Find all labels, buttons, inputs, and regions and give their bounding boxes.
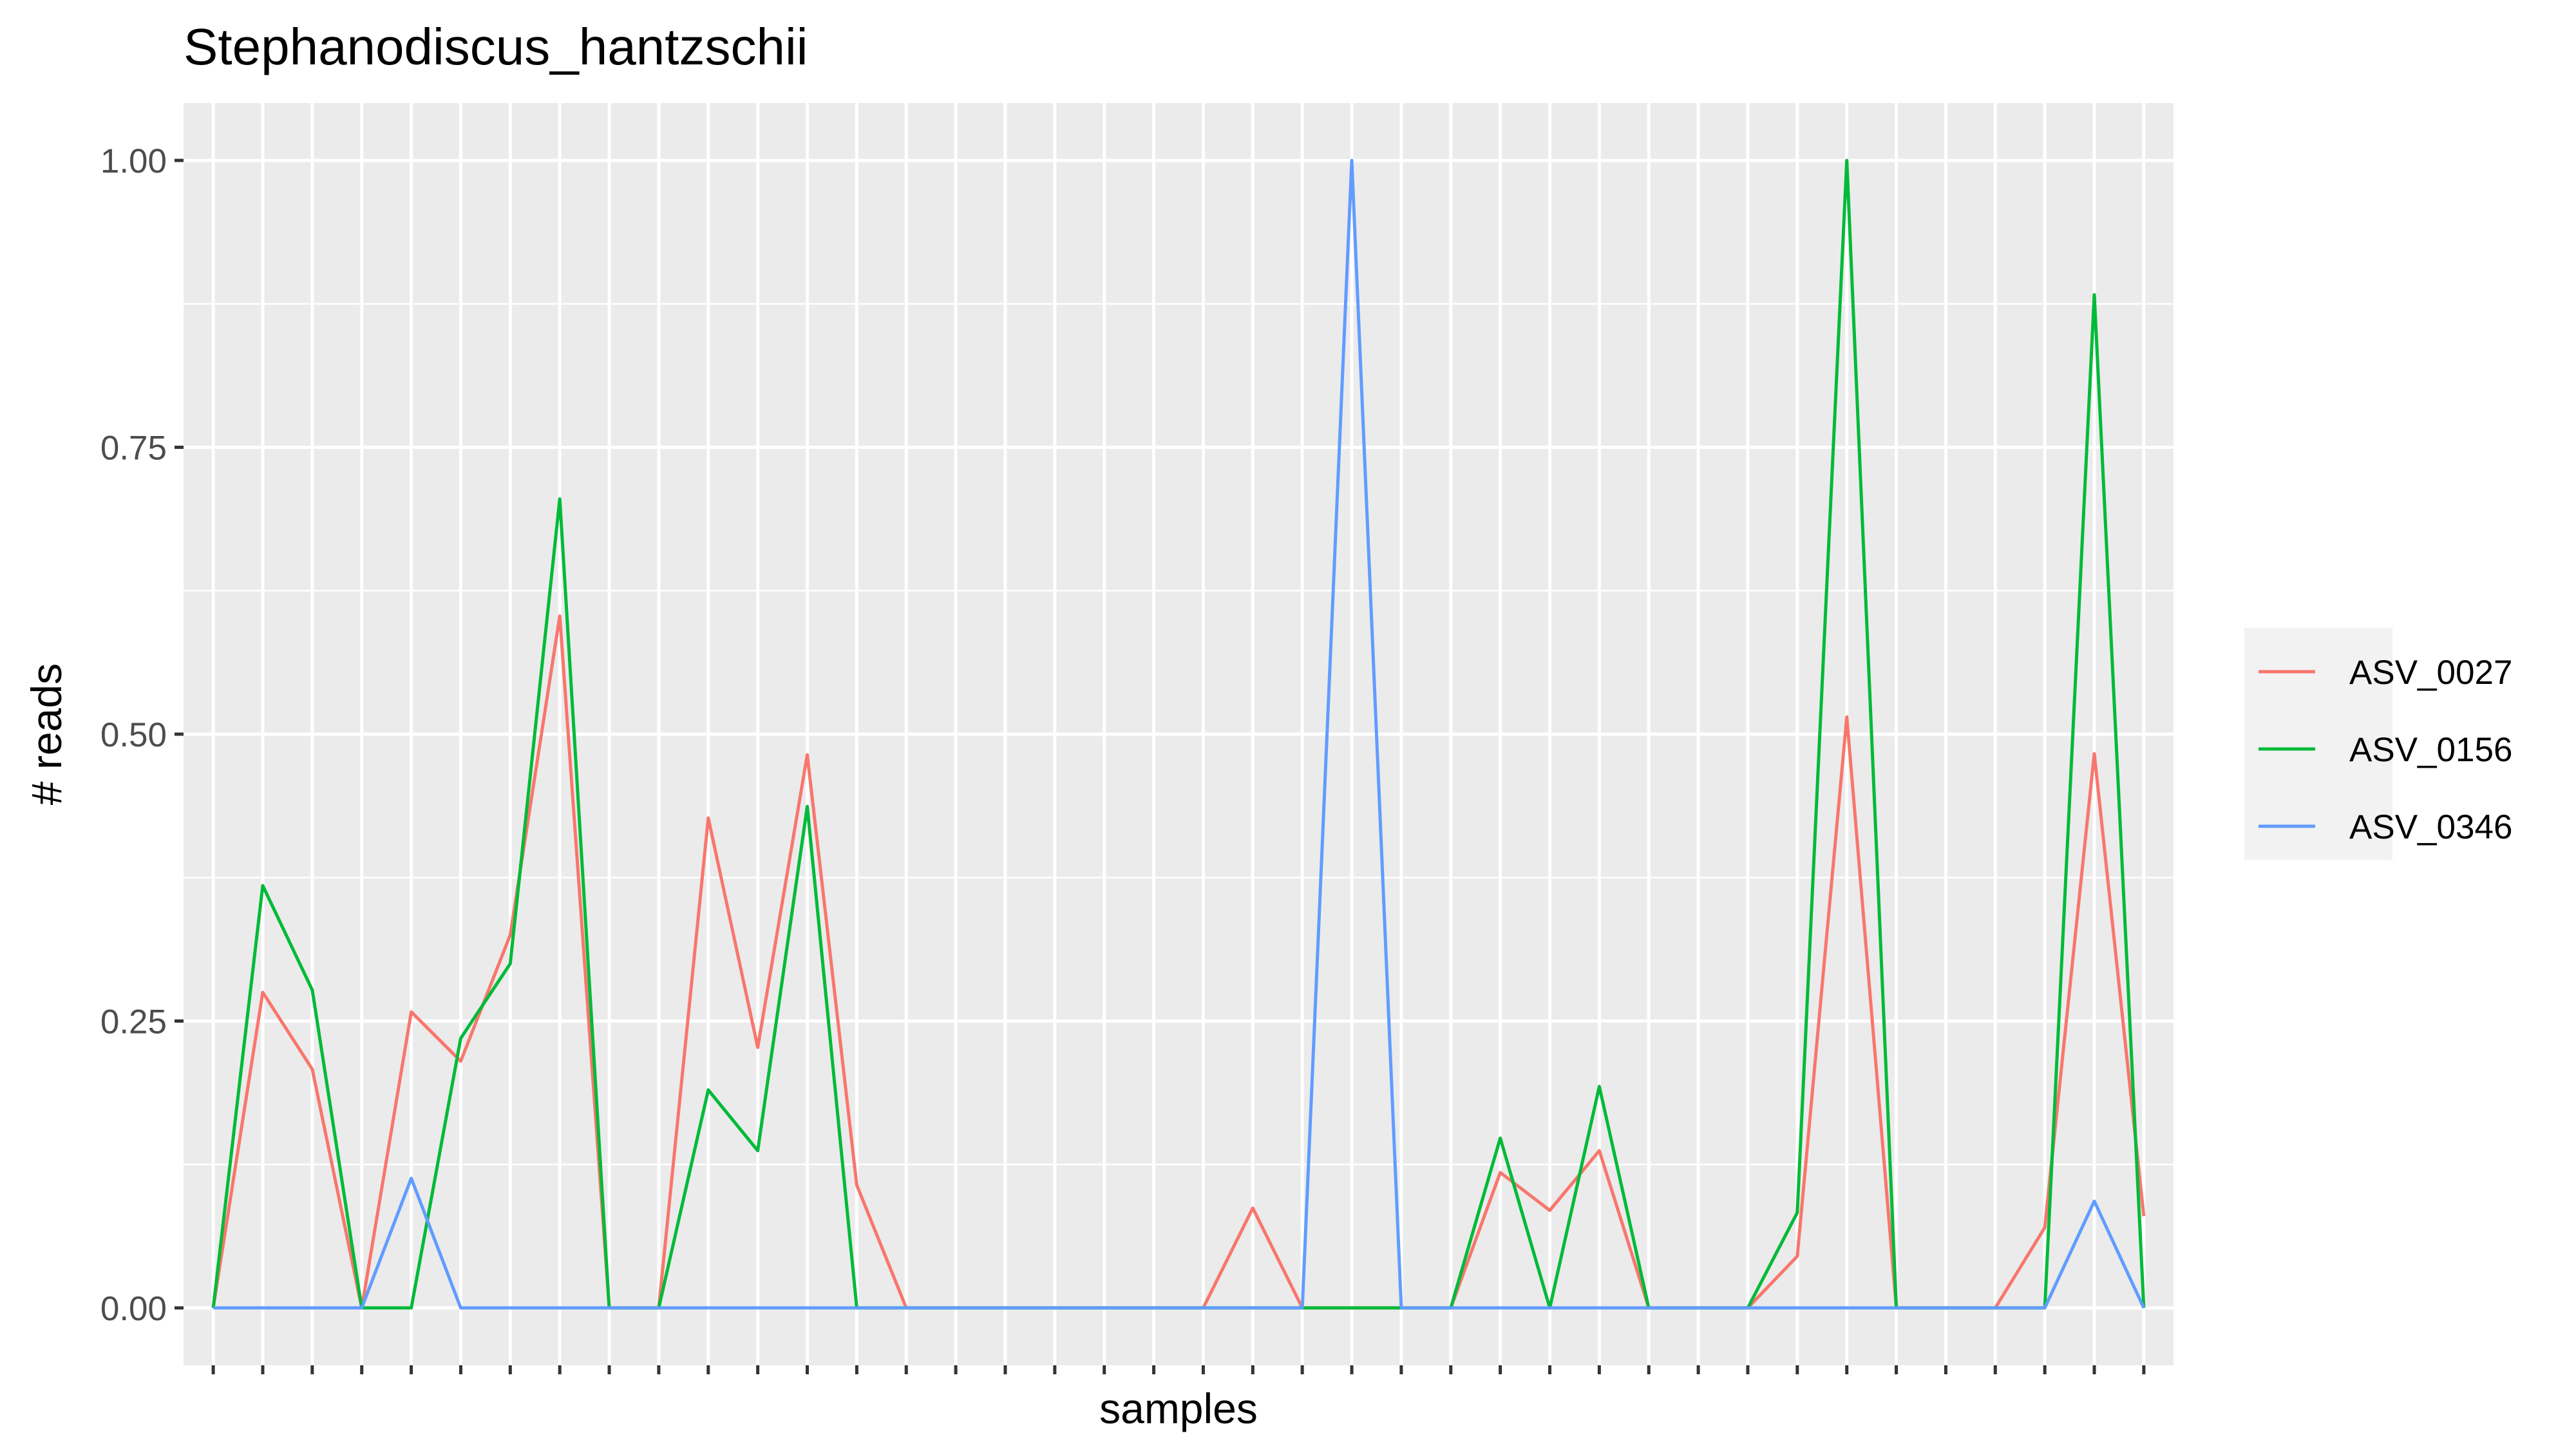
legend-label: ASV_0346 (2349, 808, 2512, 846)
x-axis (211, 1365, 2146, 1374)
legend-background (2244, 628, 2392, 860)
y-tick-label: 0.50 (100, 716, 167, 754)
y-tick-label: 0.25 (100, 1003, 167, 1041)
legend: ASV_0027 ASV_0156 ASV_0346 (2244, 628, 2512, 860)
series-lines (211, 158, 2146, 1310)
grid-lines (184, 103, 2174, 1365)
y-axis: 0.00 0.25 0.50 0.75 1.00 (100, 142, 184, 1328)
chart-title: Stephanodiscus_hantzschii (184, 18, 808, 75)
y-axis-title: # reads (23, 663, 70, 805)
y-tick-label: 1.00 (100, 142, 167, 180)
legend-label: ASV_0156 (2349, 731, 2512, 769)
y-tick-label: 0.75 (100, 430, 167, 468)
y-tick-label: 0.00 (100, 1290, 167, 1328)
x-axis-title: samples (1099, 1385, 1258, 1432)
legend-label: ASV_0027 (2349, 654, 2512, 692)
series-line-asv-0346 (213, 158, 2146, 1310)
